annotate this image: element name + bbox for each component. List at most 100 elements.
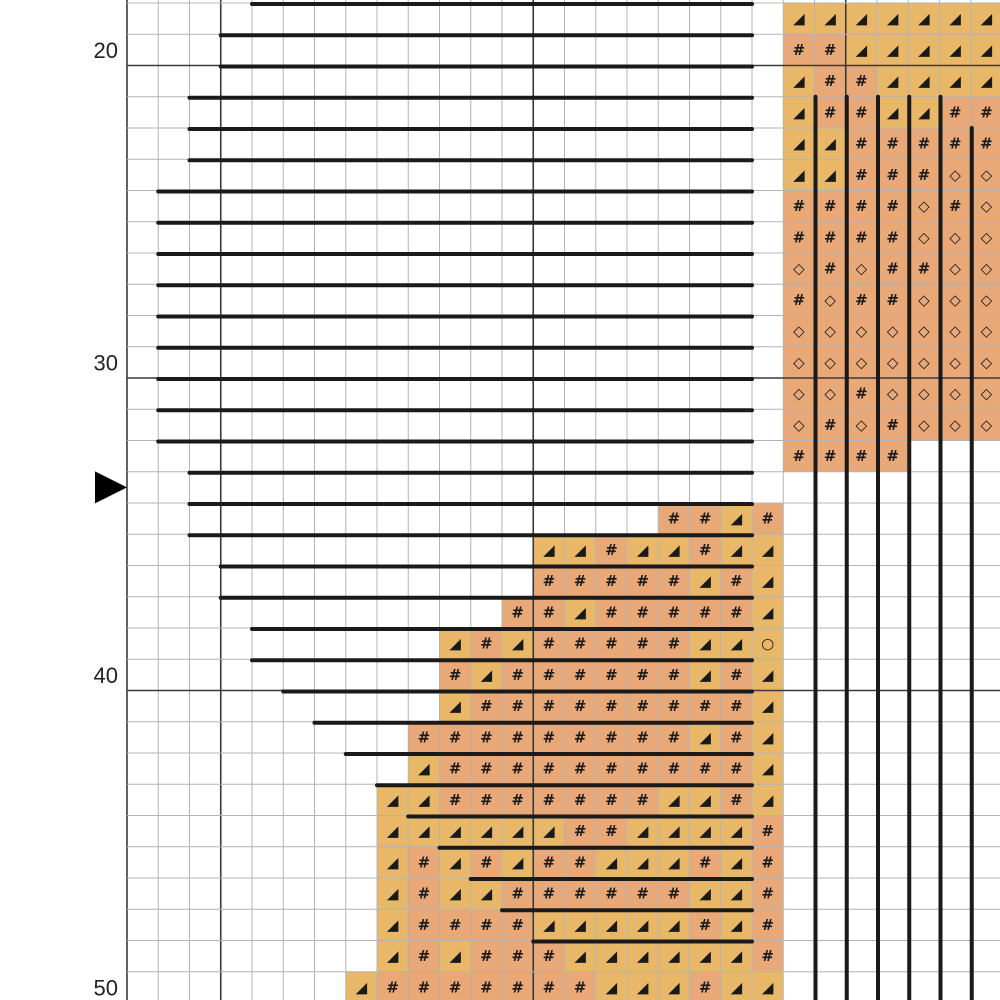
triangle-symbol-icon: ◢ — [637, 853, 649, 871]
hash-symbol-icon: # — [761, 853, 774, 871]
stitch-cell — [439, 721, 471, 753]
stitch-cell — [814, 253, 846, 285]
stitch-cell — [720, 596, 752, 628]
stitch-cell — [564, 971, 596, 1000]
stitch-cell — [908, 96, 940, 128]
hash-symbol-icon: # — [574, 885, 587, 903]
diamond-symbol-icon: ◇ — [981, 291, 993, 309]
stitch-cell — [752, 940, 784, 972]
triangle-symbol-icon: ◢ — [574, 541, 586, 559]
stitch-cell — [877, 409, 909, 441]
stitch-cell — [345, 971, 377, 1000]
hash-symbol-icon: # — [668, 885, 681, 903]
hash-symbol-icon: # — [418, 947, 431, 965]
diamond-symbol-icon: ◇ — [856, 416, 868, 434]
stitch-cell — [783, 221, 815, 253]
stitch-cell — [689, 971, 721, 1000]
stitch-cell — [783, 128, 815, 160]
triangle-symbol-icon: ◢ — [668, 978, 680, 996]
stitch-cell — [408, 784, 440, 816]
stitch-cell — [439, 846, 471, 878]
stitch-cell — [377, 846, 409, 878]
stitch-cell — [627, 534, 659, 566]
stitch-cell — [502, 628, 534, 660]
stitch-cell — [689, 534, 721, 566]
hash-symbol-icon: # — [449, 791, 462, 809]
stitch-cell — [877, 378, 909, 410]
triangle-symbol-icon: ◢ — [731, 947, 743, 965]
stitch-cell — [845, 346, 877, 378]
hash-symbol-icon: # — [543, 791, 556, 809]
stitch-cell — [595, 815, 627, 847]
hash-symbol-icon: # — [886, 291, 899, 309]
stitch-cell — [845, 190, 877, 222]
stitch-cell — [627, 753, 659, 785]
hash-symbol-icon: # — [699, 916, 712, 934]
diamond-symbol-icon: ◇ — [918, 385, 930, 403]
stitch-cell — [689, 940, 721, 972]
stitch-cell — [783, 284, 815, 316]
stitch-cell — [783, 3, 815, 35]
hash-symbol-icon: # — [449, 666, 462, 684]
stitch-cell — [814, 378, 846, 410]
hash-symbol-icon: # — [605, 572, 618, 590]
stitch-cell — [564, 753, 596, 785]
diamond-symbol-icon: ◇ — [793, 416, 805, 434]
diamond-symbol-icon: ◇ — [981, 197, 993, 215]
hash-symbol-icon: # — [824, 228, 837, 246]
hash-symbol-icon: # — [918, 260, 931, 278]
hash-symbol-icon: # — [824, 197, 837, 215]
stitch-cell — [752, 784, 784, 816]
stitch-cell — [720, 721, 752, 753]
triangle-symbol-icon: ◢ — [731, 822, 743, 840]
stitch-cell — [752, 628, 784, 660]
stitch-cell — [720, 940, 752, 972]
stitch-cell — [939, 315, 971, 347]
triangle-symbol-icon: ◢ — [824, 10, 836, 28]
hash-symbol-icon: # — [668, 635, 681, 653]
stitch-cell — [720, 878, 752, 910]
stitch-cell — [720, 815, 752, 847]
stitch-cell — [627, 940, 659, 972]
triangle-symbol-icon: ◢ — [637, 947, 649, 965]
stitch-cell — [939, 378, 971, 410]
hash-symbol-icon: # — [636, 885, 649, 903]
stitch-cell — [627, 784, 659, 816]
hash-symbol-icon: # — [855, 166, 868, 184]
hash-symbol-icon: # — [543, 603, 556, 621]
stitch-cell — [970, 346, 1000, 378]
stitch-cell — [533, 784, 565, 816]
diamond-symbol-icon: ◇ — [981, 228, 993, 246]
stitch-cell — [939, 34, 971, 66]
stitch-cell — [470, 940, 502, 972]
stitch-cell — [470, 690, 502, 722]
stitch-cell — [595, 534, 627, 566]
triangle-symbol-icon: ◢ — [668, 947, 680, 965]
stitch-cell — [814, 409, 846, 441]
stitch-cell — [877, 159, 909, 191]
stitch-cell — [502, 753, 534, 785]
stitch-cell — [564, 909, 596, 941]
stitch-cell — [970, 221, 1000, 253]
hash-symbol-icon: # — [449, 916, 462, 934]
stitch-cell — [814, 34, 846, 66]
stitch-symbols: ◢ ◢ ◢ ◢ ◢ ◢ ◢ # # ◢ ◢ ◢ ◢ ◢ ◢ # # ◢ ◢ ◢ ◢ ◢ # # ◢ ◢ # # ◢ ◢ # # # # # ◢ ◢ # # #… — [356, 10, 993, 997]
row-label-50: 50 — [94, 975, 118, 1000]
triangle-symbol-icon: ◢ — [918, 103, 930, 121]
stitch-cell — [564, 940, 596, 972]
stitch-cell — [658, 721, 690, 753]
stitch-cell — [939, 284, 971, 316]
stitch-cell — [908, 409, 940, 441]
stitch-cell — [845, 3, 877, 35]
hash-symbol-icon: # — [886, 228, 899, 246]
stitch-cell — [783, 96, 815, 128]
hash-symbol-icon: # — [574, 635, 587, 653]
stitch-cell — [877, 190, 909, 222]
hash-symbol-icon: # — [980, 103, 993, 121]
triangle-symbol-icon: ◢ — [668, 853, 680, 871]
stitch-cell — [658, 503, 690, 535]
hash-symbol-icon: # — [605, 603, 618, 621]
diamond-symbol-icon: ◇ — [824, 385, 836, 403]
stitch-cell — [720, 753, 752, 785]
